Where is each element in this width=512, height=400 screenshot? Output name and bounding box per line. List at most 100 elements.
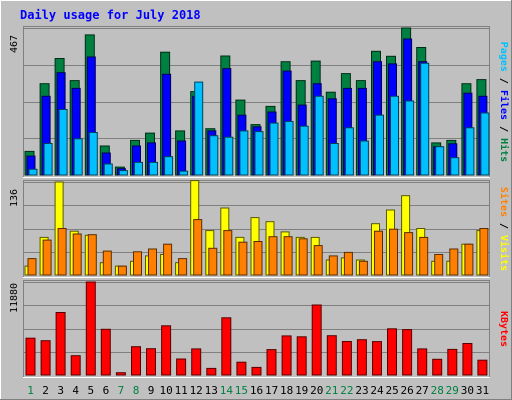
kbytes-kbytes-bar (40, 340, 51, 376)
kbytes-kbytes-bar (372, 341, 382, 376)
hits-pages-bar (103, 163, 113, 176)
hits-pages-bar (314, 95, 324, 176)
visits-sites-bar (449, 248, 459, 276)
visits-sites-bar (87, 234, 97, 276)
x-tick-label: 31 (476, 384, 489, 397)
hits-legend-label: Pages / Files / Hits (498, 42, 510, 162)
x-tick-label: 26 (400, 384, 413, 397)
hits-pages-bar (149, 161, 158, 176)
x-tick-label: 4 (72, 384, 79, 397)
kbytes-kbytes-bar (146, 348, 156, 376)
x-tick-label: 5 (87, 384, 94, 397)
x-tick-label: 3 (57, 384, 64, 397)
hits-legend-part: Hits (498, 138, 510, 162)
x-tick-label: 20 (310, 384, 323, 397)
kbytes-kbytes-bar (296, 336, 307, 376)
kbytes-kbytes-bar (432, 358, 443, 376)
hits-pages-bar (359, 140, 369, 176)
hits-pages-bar (329, 143, 339, 176)
x-tick-label: 27 (416, 384, 429, 397)
hits-pages-bar (209, 135, 219, 176)
x-tick-label: 25 (385, 384, 398, 397)
x-tick-label: 8 (133, 384, 140, 397)
visits-sites-bar (148, 248, 157, 276)
kbytes-kbytes-bar (387, 328, 397, 376)
x-tick-label: 13 (205, 384, 218, 397)
visits-sites-bar (479, 228, 489, 276)
visits-sites-bar (328, 255, 338, 276)
hits-pages-bar (284, 121, 294, 176)
hits-pages-bar (344, 127, 354, 176)
panel-hits: 467 Pages / Files / Hits (9, 26, 510, 178)
kbytes-kbytes-bar (25, 337, 36, 376)
x-tick-label: 14 (220, 384, 234, 397)
visits-legend-label: Sites / Visits (498, 187, 510, 271)
x-tick-label: 9 (148, 384, 155, 397)
visits-sites-bar (27, 258, 37, 276)
hits-pages-bar (375, 114, 384, 176)
visits-sites-bar (434, 254, 444, 276)
kbytes-kbytes-bar (477, 359, 488, 376)
kbytes-legend-label: KBytes (498, 311, 509, 347)
hits-pages-bar (480, 112, 490, 176)
visits-sites-bar (268, 236, 278, 276)
visits-sites-bar (193, 219, 203, 276)
x-axis: 1 2 3 4 5 6 7 8 9 10 11 12 13 14 15 16 17 18 19 20 21 22 23 24 2… (27, 384, 489, 397)
x-tick-label: 19 (295, 384, 308, 397)
hits-pages-bar (390, 95, 399, 176)
visits-legend-part: Sites (498, 187, 510, 217)
hits-legend-part: / (498, 72, 509, 90)
hits-legend-part: Pages (498, 42, 509, 72)
hits-legend-part: Files (498, 90, 510, 120)
x-tick-label: 18 (280, 384, 293, 397)
hits-pages-bar (254, 131, 264, 176)
visits-sites-bar (313, 245, 323, 276)
x-tick-label: 22 (340, 384, 353, 397)
kbytes-kbytes-bar (115, 372, 126, 376)
kbytes-legend-part: KBytes (498, 311, 509, 347)
kbytes-kbytes-bar (462, 343, 473, 376)
hits-pages-bar (28, 168, 38, 176)
hits-pages-bar (435, 146, 445, 176)
visits-sites-bar (374, 230, 383, 276)
hits-pages-bar (88, 132, 98, 176)
kbytes-kbytes-bar (311, 304, 322, 376)
kbytes-kbytes-bar (356, 339, 367, 376)
hits-pages-bar (43, 143, 53, 176)
kbytes-kbytes-bar (341, 341, 352, 376)
kbytes-kbytes-bar (251, 366, 262, 376)
visits-sites-bar (253, 241, 263, 276)
x-tick-label: 12 (190, 384, 203, 397)
visits-sites-bar (283, 236, 293, 276)
kbytes-kbytes-bar (85, 281, 96, 376)
hits-pages-bar (134, 161, 143, 176)
kbytes-kbytes-bar (417, 348, 428, 376)
chart-title: Daily usage for July 2018 (20, 8, 201, 22)
visits-sites-bar (163, 243, 173, 276)
hits-ymax-label: 467 (9, 35, 20, 53)
panel-kbytes: 11880 KBytes (9, 280, 509, 378)
kbytes-kbytes-bar (176, 358, 187, 376)
x-tick-label: 1 (27, 384, 34, 397)
x-tick-label: 23 (355, 384, 368, 397)
kbytes-kbytes-bar (206, 367, 217, 376)
visits-sites-bar (464, 243, 474, 276)
chart-panels: 467 Pages / Files / Hits 136 Sites / Visits… (9, 26, 510, 378)
visits-sites-bar (42, 239, 52, 276)
kbytes-kbytes-bar (326, 335, 337, 376)
hits-pages-bar (58, 109, 68, 176)
visits-sites-bar (223, 230, 233, 276)
visits-sites-bar (178, 258, 188, 276)
visits-sites-bar (102, 250, 112, 276)
hits-pages-bar (224, 136, 234, 176)
hits-legend-part: / (498, 120, 509, 138)
hits-pages-bar (239, 130, 249, 176)
kbytes-kbytes-bar (281, 335, 292, 376)
hits-pages-bar (269, 122, 279, 176)
x-tick-label: 16 (250, 384, 263, 397)
visits-legend-part: Visits (498, 235, 510, 271)
x-tick-label: 11 (175, 384, 188, 397)
kbytes-kbytes-bar (131, 346, 141, 376)
x-tick-label: 21 (325, 384, 338, 397)
kbytes-kbytes-bar (55, 312, 66, 376)
